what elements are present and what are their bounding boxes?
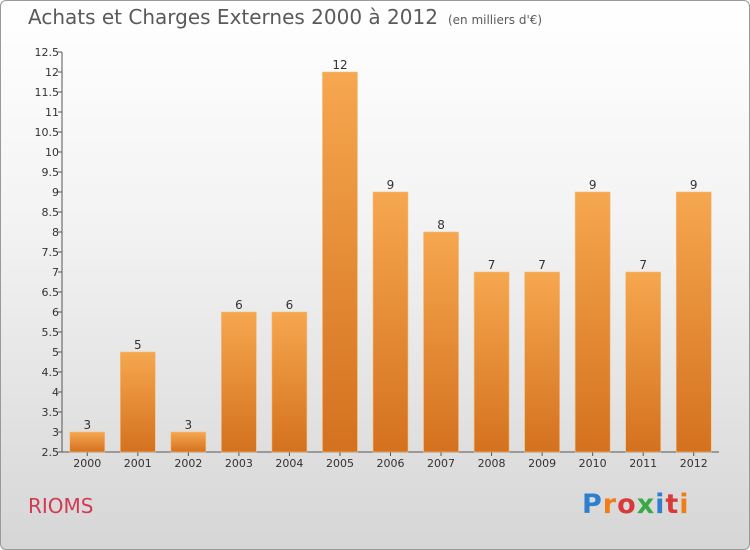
- data-label: 3: [185, 418, 193, 432]
- x-tick-label: 2006: [377, 457, 405, 470]
- y-tick-label: 5.5: [42, 326, 60, 339]
- logo-letter: P: [582, 489, 603, 520]
- y-tick-label: 8.5: [42, 206, 60, 219]
- bar-2003: [221, 311, 257, 453]
- y-tick-label: 12: [45, 66, 59, 79]
- x-tick-label: 2001: [124, 457, 152, 470]
- proxiti-logo[interactable]: Proxiti: [582, 489, 690, 520]
- logo-letter: x: [636, 489, 656, 520]
- x-tick-label: 2009: [528, 457, 556, 470]
- y-tick-label: 11: [45, 106, 59, 119]
- x-tick-label: 2011: [629, 457, 657, 470]
- x-tick-label: 2000: [73, 457, 101, 470]
- y-tick-label: 9.5: [42, 166, 60, 179]
- bar-2010: [574, 191, 611, 453]
- logo-letter: t: [665, 489, 680, 520]
- data-label: 5: [134, 338, 142, 352]
- x-tick-label: 2004: [275, 457, 303, 470]
- logo-letter: i: [679, 489, 690, 520]
- y-tick-label: 4.5: [42, 366, 60, 379]
- data-label: 7: [538, 258, 546, 272]
- logo-letter: r: [602, 489, 618, 520]
- y-tick-label: 10: [45, 146, 59, 159]
- data-label: 6: [286, 298, 294, 312]
- bar-2008: [473, 271, 510, 453]
- y-tick-label: 7.5: [42, 246, 60, 259]
- y-tick-label: 7: [52, 266, 59, 279]
- bar-2009: [524, 271, 560, 453]
- data-label: 9: [690, 178, 698, 192]
- chart-title-block: Achats et Charges Externes 2000 à 2012 (e…: [28, 5, 542, 29]
- bar-2001: [120, 351, 156, 453]
- x-tick-label: 2002: [174, 457, 202, 470]
- data-label: 12: [332, 58, 347, 72]
- bar-2007: [423, 231, 459, 453]
- y-tick-label: 9: [52, 186, 59, 199]
- data-label: 8: [437, 218, 445, 232]
- chart-subtitle: (en milliers d'€): [447, 13, 543, 27]
- data-label: 6: [235, 298, 243, 312]
- chart-title: Achats et Charges Externes 2000 à 2012: [28, 5, 438, 29]
- y-tick-label: 5: [52, 346, 59, 359]
- x-tick-label: 2007: [427, 457, 455, 470]
- y-tick-label: 10.5: [35, 126, 60, 139]
- y-tick-label: 11.5: [35, 86, 60, 99]
- x-tick-label: 2008: [478, 457, 506, 470]
- x-tick-label: 2012: [680, 457, 708, 470]
- bar-2005: [322, 71, 358, 453]
- bar-2002: [170, 431, 207, 453]
- bar-2012: [675, 191, 712, 453]
- x-tick-label: 2010: [579, 457, 607, 470]
- x-tick-label: 2005: [326, 457, 354, 470]
- data-label: 9: [589, 178, 597, 192]
- bar-2006: [372, 191, 409, 453]
- data-label: 3: [83, 418, 91, 432]
- data-label: 9: [387, 178, 395, 192]
- y-tick-label: 8: [52, 226, 59, 239]
- y-tick-label: 4: [52, 386, 59, 399]
- y-tick-label: 12.5: [35, 46, 60, 59]
- data-label: 7: [488, 258, 496, 272]
- y-tick-label: 6.5: [42, 286, 60, 299]
- data-label: 7: [639, 258, 647, 272]
- y-tick-label: 3.5: [42, 406, 60, 419]
- y-tick-label: 3: [52, 426, 59, 439]
- bar-2004: [271, 311, 308, 453]
- y-tick-label: 6: [52, 306, 59, 319]
- logo-letter: o: [617, 489, 637, 520]
- logo-letter: i: [655, 489, 666, 520]
- commune-name: RIOMS: [28, 494, 94, 518]
- x-tick-label: 2003: [225, 457, 253, 470]
- bar-2000: [69, 431, 106, 453]
- bar-2011: [625, 271, 661, 453]
- y-tick-label: 2.5: [42, 446, 60, 459]
